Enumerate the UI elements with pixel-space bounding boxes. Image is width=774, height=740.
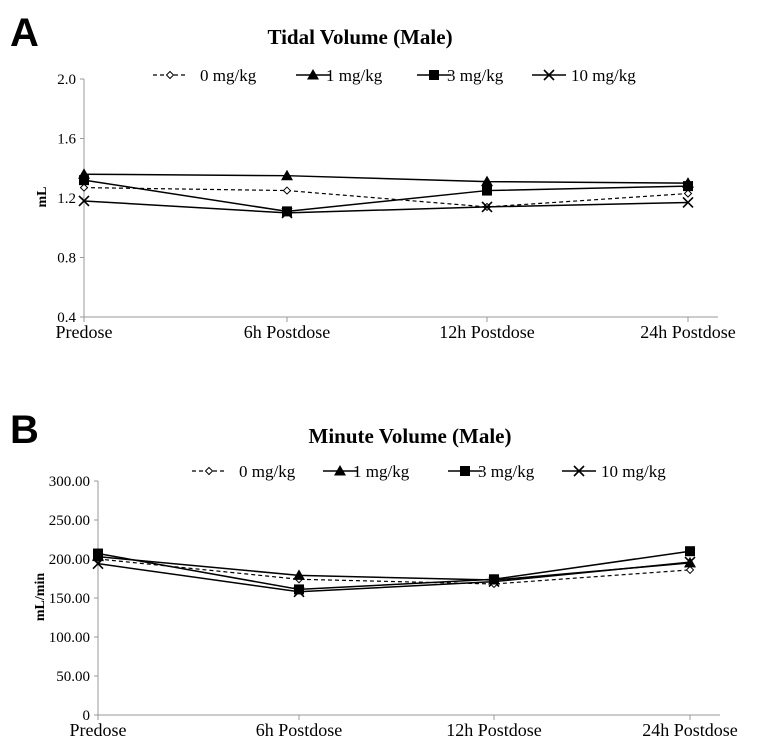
data-point: [293, 586, 305, 598]
y-tick-label: 100.00: [49, 630, 90, 646]
chart-title: Minute Volume (Male): [309, 424, 512, 448]
legend: 0 mg/kg 1 mg/kg 3 mg/kg 10 mg/kg: [192, 462, 666, 481]
data-point: [683, 189, 693, 198]
y-tick-label: 0: [83, 708, 91, 724]
x-tick-label: 6h Postdose: [256, 720, 343, 740]
x-tick-label: 12h Postdose: [439, 322, 535, 342]
legend-label: 10 mg/kg: [601, 462, 666, 481]
panel-letter: A: [10, 11, 39, 55]
y-tick-label: 0.8: [57, 251, 76, 267]
series-line: [83, 200, 689, 214]
legend-item: 3 mg/kg: [417, 66, 504, 85]
x-ticks: Predose 6h Postdose 12h Postdose 24h Postdo…: [56, 317, 736, 342]
legend-item: 0 mg/kg: [153, 66, 257, 85]
y-axis-label: mL: [35, 187, 50, 208]
y-tick-label: 200.00: [49, 552, 90, 568]
series-1: [78, 168, 694, 188]
data-point: [282, 186, 292, 195]
data-point: [488, 576, 500, 588]
y-tick-label: 0.4: [57, 310, 76, 326]
y-tick-label: 250.00: [49, 513, 90, 529]
data-point: [79, 175, 89, 186]
x-tick-label: 12h Postdose: [446, 720, 542, 740]
legend-item: 0 mg/kg: [192, 462, 296, 481]
x-tick-label: Predose: [56, 322, 113, 342]
data-point: [293, 569, 305, 580]
data-point: [281, 207, 293, 219]
series-layer: [92, 546, 696, 598]
x-tick-label: 6h Postdose: [244, 322, 331, 342]
series-layer: [78, 168, 694, 219]
y-tick-label: 2.0: [57, 72, 76, 88]
legend-swatch-marker: [460, 466, 470, 476]
y-tick-label: 150.00: [49, 591, 90, 607]
y-ticks: 0.4 0.8 1.2 1.6 2.0: [57, 72, 84, 326]
y-ticks: 0 50.00 100.00 150.00 200.00 250.00 300.00: [49, 474, 98, 724]
data-point: [282, 206, 292, 217]
axes: [97, 481, 720, 716]
data-point: [682, 196, 694, 209]
legend-label: 1 mg/kg: [326, 66, 383, 85]
legend-label: 10 mg/kg: [571, 66, 636, 85]
legend-swatch-marker: [334, 465, 346, 476]
y-tick-label: 50.00: [56, 669, 90, 685]
series-line: [83, 173, 689, 184]
legend-item: 10 mg/kg: [532, 66, 636, 85]
legend-swatch-marker: [573, 465, 585, 477]
chart-minute-volume: B Minute Volume (Male) mL/min 0 mg/kg 1 m…: [10, 408, 738, 740]
chart-tidal-volume: A Tidal Volume (Male) mL 0 mg/kg 1 mg/kg 3…: [10, 11, 736, 342]
series-3: [92, 556, 696, 598]
series-line: [83, 186, 689, 208]
series-2: [93, 546, 695, 595]
data-point: [684, 556, 696, 568]
legend-item: 1 mg/kg: [323, 462, 410, 481]
legend: 0 mg/kg 1 mg/kg 3 mg/kg 10 mg/kg: [153, 66, 636, 85]
series-line: [97, 561, 691, 593]
data-point: [685, 546, 695, 557]
legend-swatch-marker: [204, 466, 214, 476]
x-tick-label: Predose: [70, 720, 127, 740]
x-ticks: Predose 6h Postdose 12h Postdose 24h Postdo…: [70, 715, 738, 740]
data-point: [481, 175, 493, 187]
series-line: [97, 558, 691, 585]
data-point: [481, 201, 493, 213]
legend-item: 10 mg/kg: [562, 462, 666, 481]
data-point: [482, 185, 492, 196]
y-tick-label: 1.2: [57, 191, 76, 207]
legend-swatch-marker: [307, 69, 319, 80]
chart-title: Tidal Volume (Male): [267, 25, 452, 49]
legend-item: 1 mg/kg: [296, 66, 383, 85]
y-tick-label: 1.6: [57, 132, 76, 148]
series-0: [93, 554, 695, 589]
data-point: [79, 183, 89, 192]
legend-label: 3 mg/kg: [478, 462, 535, 481]
series-3: [78, 195, 694, 219]
y-axis-label: mL/min: [33, 573, 48, 621]
series-line: [97, 550, 691, 591]
x-tick-label: 24h Postdose: [640, 322, 736, 342]
series-2: [79, 175, 693, 217]
data-point: [683, 181, 693, 192]
data-point: [92, 558, 104, 570]
y-tick-label: 300.00: [49, 474, 90, 490]
legend-swatch-marker: [543, 69, 555, 81]
legend-swatch-marker: [165, 70, 175, 80]
data-point: [93, 548, 103, 559]
legend-label: 3 mg/kg: [447, 66, 504, 85]
legend-label: 0 mg/kg: [200, 66, 257, 85]
legend-swatch-marker: [429, 70, 439, 80]
data-point: [281, 169, 293, 181]
panel-letter: B: [10, 408, 39, 452]
data-point: [294, 584, 304, 595]
legend-label: 0 mg/kg: [239, 462, 296, 481]
x-tick-label: 24h Postdose: [642, 720, 738, 740]
legend-item: 3 mg/kg: [448, 462, 535, 481]
data-point: [685, 565, 695, 575]
data-point: [78, 195, 90, 207]
legend-label: 1 mg/kg: [353, 462, 410, 481]
series-line: [83, 179, 689, 213]
data-point: [489, 574, 499, 585]
